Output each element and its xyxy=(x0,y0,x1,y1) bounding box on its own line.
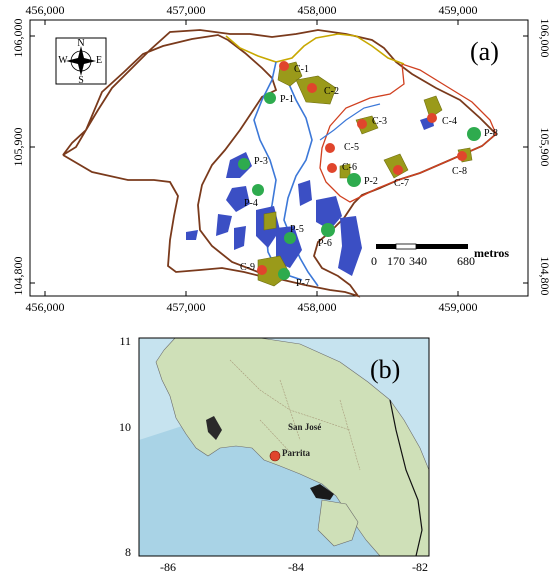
label-p-1: P-1 xyxy=(280,94,294,105)
label-c-6: C-6 xyxy=(342,162,357,173)
yellow-line xyxy=(225,33,405,65)
y-tick-right-106000: 106,000 xyxy=(538,19,550,58)
point-c-4 xyxy=(427,113,437,123)
point-c-6 xyxy=(327,163,337,173)
y-tick-left-106000: 106,000 xyxy=(11,19,25,58)
panel-a-tag: (a) xyxy=(470,37,499,66)
lon-tick-84: -84 xyxy=(288,560,304,574)
site-marker xyxy=(269,450,281,462)
label-p-7: P-7 xyxy=(296,278,310,289)
scale-bar: 0 170 340 680 metros xyxy=(371,243,509,268)
x-tick-bottom-458000: 458,000 xyxy=(298,300,337,314)
point-c-5 xyxy=(325,143,335,153)
gulf xyxy=(206,416,222,440)
point-p-7 xyxy=(278,268,290,280)
label-p-6: P-6 xyxy=(318,238,332,249)
label-c-3: C-3 xyxy=(372,116,387,127)
compass: N S E W xyxy=(55,37,107,86)
panel-a: 456,000 457,000 458,000 459,000 456,000 … xyxy=(11,3,550,314)
lat-tick-8: 8 xyxy=(125,545,131,559)
land-osa xyxy=(317,499,359,547)
label-c-9: C-9 xyxy=(240,262,255,273)
y-tick-left-104800: 104,800 xyxy=(11,257,25,296)
point-p-5 xyxy=(284,232,296,244)
label-p-2: P-2 xyxy=(364,176,378,187)
y-tick-right-105900: 105,900 xyxy=(538,128,550,167)
compass-e: E xyxy=(96,55,102,66)
coast-dark xyxy=(310,484,334,500)
label-p-3: P-3 xyxy=(254,156,268,167)
panel-b: -86 -84 -82 11 10 8 (b) San José Parrita xyxy=(119,334,430,574)
study-area-boundary xyxy=(62,29,498,298)
scale-label-680: 680 xyxy=(457,254,475,268)
lon-tick-86: -86 xyxy=(160,560,176,574)
x-tick-bottom-456000: 456,000 xyxy=(26,300,65,314)
sub-area-boundary xyxy=(319,63,497,203)
panel-b-axes: -86 -84 -82 11 10 8 xyxy=(119,334,428,574)
y-axis-right: 106,000 105,900 104,800 xyxy=(523,19,550,296)
scale-unit: metros xyxy=(474,246,509,260)
compass-w: W xyxy=(58,55,68,66)
compass-rose-icon xyxy=(66,46,96,76)
label-p-5: P-5 xyxy=(290,224,304,235)
x-tick-top-459000: 459,000 xyxy=(439,3,478,17)
lon-tick-82: -82 xyxy=(412,560,428,574)
y-tick-right-104800: 104,800 xyxy=(538,257,550,296)
x-tick-bottom-457000: 457,000 xyxy=(167,300,206,314)
lat-tick-11: 11 xyxy=(119,334,131,348)
label-c-1: C-1 xyxy=(294,64,309,75)
point-c-3 xyxy=(357,119,367,129)
point-c-1 xyxy=(279,61,289,71)
point-p-3 xyxy=(238,158,250,170)
scale-label-170: 170 xyxy=(387,254,405,268)
label-c-2: C-2 xyxy=(324,86,339,97)
x-axis-top: 456,000 457,000 458,000 459,000 xyxy=(26,3,478,25)
province-lines xyxy=(229,359,361,471)
label-c-4: C-4 xyxy=(442,116,457,127)
lat-tick-10: 10 xyxy=(119,420,131,434)
scale-label-0: 0 xyxy=(371,254,377,268)
label-parrita: Parrita xyxy=(282,448,310,458)
point-c-9 xyxy=(257,265,267,275)
point-p-8 xyxy=(467,127,481,141)
label-c-8: C-8 xyxy=(452,166,467,177)
study-area-boundary-lower xyxy=(62,154,276,279)
river-east xyxy=(281,63,319,287)
y-tick-left-105900: 105,900 xyxy=(11,128,25,167)
label-p-8: P-8 xyxy=(484,128,498,139)
label-p-4: P-4 xyxy=(244,198,258,209)
label-san-jose: San José xyxy=(288,422,321,432)
river-channel xyxy=(319,103,381,141)
sampling-points: C-1 C-2 C-3 C-4 C-5 C-6 C-7 C-8 C-9 P-1 … xyxy=(238,61,498,289)
label-c-7: C-7 xyxy=(394,178,409,189)
compass-s: S xyxy=(78,75,84,86)
x-tick-top-458000: 458,000 xyxy=(298,3,337,17)
panel-b-frame xyxy=(138,337,430,557)
point-c-8 xyxy=(457,151,467,161)
point-c-7 xyxy=(393,165,403,175)
x-tick-bottom-459000: 459,000 xyxy=(439,300,478,314)
point-p-6 xyxy=(321,223,335,237)
point-p-1 xyxy=(264,92,276,104)
y-axis-left: 106,000 105,900 104,800 xyxy=(11,19,35,296)
border-panama xyxy=(389,399,423,556)
panel-b-tag: (b) xyxy=(370,355,400,384)
x-tick-top-457000: 457,000 xyxy=(167,3,206,17)
label-c-5: C-5 xyxy=(344,142,359,153)
point-p-4 xyxy=(252,184,264,196)
point-c-2 xyxy=(307,83,317,93)
point-p-2 xyxy=(347,173,361,187)
x-tick-top-456000: 456,000 xyxy=(26,3,65,17)
x-axis-bottom: 456,000 457,000 458,000 459,000 xyxy=(26,291,478,314)
compass-n: N xyxy=(77,38,84,49)
scale-label-340: 340 xyxy=(409,254,427,268)
